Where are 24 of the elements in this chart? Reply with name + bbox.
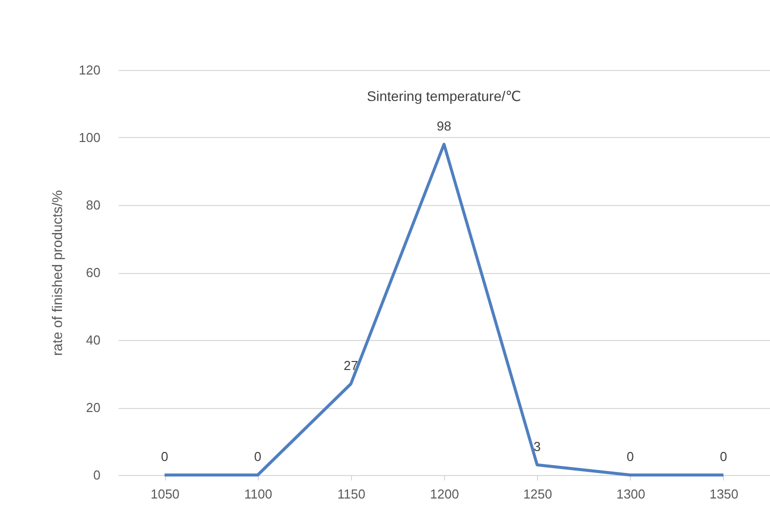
data-label: 27 bbox=[344, 358, 358, 373]
data-label: 98 bbox=[436, 118, 452, 134]
x-tick-label: 1250 bbox=[523, 486, 552, 502]
text: Sintering temperature/℃ bbox=[366, 88, 522, 104]
x-tick-label: 1300 bbox=[616, 486, 646, 502]
x-tick-label: 1350 bbox=[709, 486, 738, 502]
x-tick-label: 1200 bbox=[430, 486, 459, 502]
data-label: 0 bbox=[720, 449, 728, 464]
data-label: 3 bbox=[534, 438, 541, 454]
line-series bbox=[163, 142, 725, 476]
y-tick-label: 40 bbox=[86, 332, 100, 348]
x-tick-label: 1150 bbox=[337, 486, 366, 502]
data-label: 0 bbox=[160, 449, 168, 464]
y-tick-label: 100 bbox=[78, 130, 100, 145]
y-tick-label: 0 bbox=[93, 468, 100, 482]
x-tick-label: 1100 bbox=[244, 486, 272, 502]
data-label: 0 bbox=[254, 449, 262, 464]
y-tick-label: 20 bbox=[86, 400, 100, 415]
y-tick-label: 120 bbox=[78, 62, 100, 78]
x-tick-label: 1050 bbox=[150, 486, 180, 502]
y-tick-label: 60 bbox=[86, 265, 100, 280]
y-tick-label: 80 bbox=[86, 198, 100, 212]
data-label: 0 bbox=[626, 449, 634, 464]
y-axis-title: rate of finished products/% bbox=[48, 190, 65, 356]
